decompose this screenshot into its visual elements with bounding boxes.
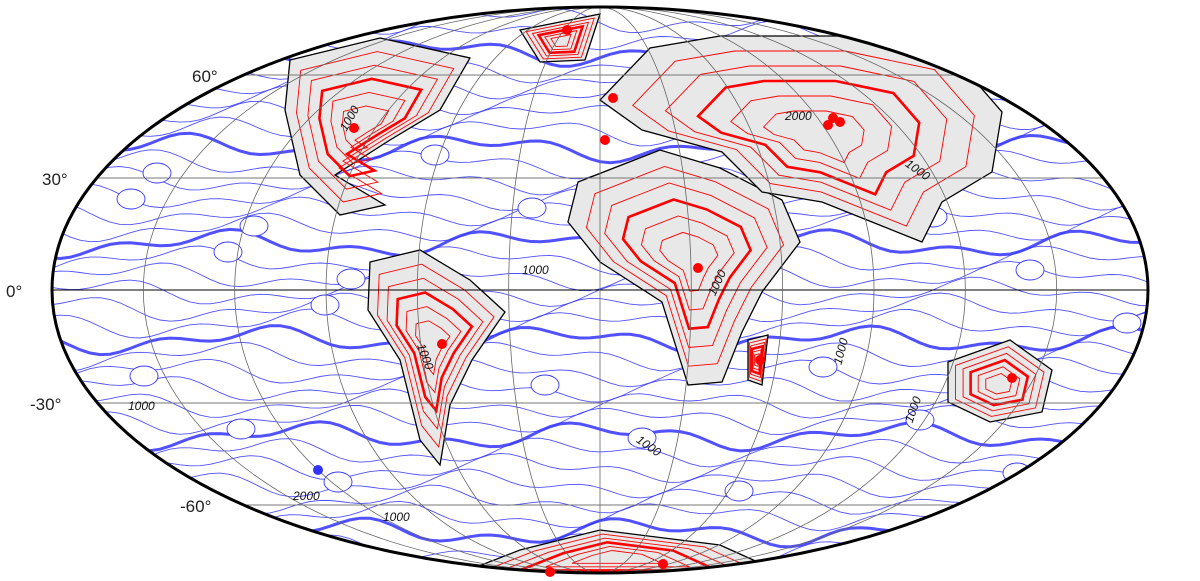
contour-label: 2000: [784, 109, 812, 123]
red-marker: [835, 117, 845, 127]
contour-label: 2000: [292, 489, 320, 503]
negative-contour-loop: [226, 418, 256, 440]
lat-label-neg60: -60°: [180, 497, 211, 516]
positive-contour: [969, 358, 1030, 407]
markers: [313, 25, 1017, 577]
positive-contour: [296, 51, 455, 203]
meridian-line: [142, 7, 1058, 573]
red-marker: [658, 559, 668, 569]
positive-contour: [550, 34, 572, 48]
meridian-line: [416, 7, 784, 573]
meridian-line: [508, 7, 692, 573]
negative-contour-loop: [213, 241, 243, 263]
red-marker: [1007, 373, 1017, 383]
lat-label-60: 60°: [192, 67, 218, 86]
negative-contour-loop: [420, 144, 450, 166]
red-marker: [755, 355, 765, 365]
positive-contour: [750, 344, 765, 376]
positive-contour: [466, 533, 773, 573]
positive-contour: [377, 263, 495, 448]
positive-contour: [318, 77, 424, 178]
positive-contour: [696, 79, 921, 196]
negative-contour-loop: [1099, 135, 1129, 157]
positive-contour: [955, 346, 1045, 417]
negative-contour-loop: [239, 215, 269, 237]
red-marker: [437, 339, 447, 349]
negative-contour-loop: [142, 162, 172, 184]
positive-contour: [752, 349, 762, 371]
positive-contour: [659, 231, 719, 292]
negative-contour-loop: [905, 409, 935, 431]
red-marker: [349, 123, 359, 133]
positive-contour: [604, 182, 768, 348]
land-masses: [284, 13, 1053, 573]
positive-contour: [386, 277, 484, 430]
negative-contour-loop: [323, 471, 353, 493]
positive-contour: [341, 105, 390, 151]
lat-label-neg30: -30°: [30, 395, 61, 414]
meridian-line: [325, 7, 875, 573]
positive-contour: [525, 17, 595, 60]
negative-contour-loop: [808, 356, 838, 378]
positive-contour: [748, 338, 767, 382]
lat-label-30: 30°: [42, 170, 68, 189]
positive-contour: [762, 110, 865, 164]
positive-contour: [640, 215, 735, 311]
red-marker: [693, 263, 703, 273]
continent: [367, 249, 506, 467]
map-border: [50, 5, 1150, 575]
positive-contour: [985, 372, 1013, 395]
positive-contour: [730, 95, 893, 179]
contour-label: 1000: [128, 399, 155, 413]
positive-contour: [753, 353, 760, 367]
lat-label-0: 0°: [6, 282, 22, 301]
negative-contour-loop: [52, 109, 75, 131]
negative-contour-loop: [310, 294, 340, 316]
red-marker: [600, 135, 610, 145]
positive-contour: [405, 306, 462, 394]
red-marker: [562, 25, 572, 35]
contour-label: 1000: [522, 263, 549, 277]
negative-contour-loop: [530, 374, 560, 396]
positive-contour: [330, 91, 406, 164]
negative-contour-loop: [336, 268, 366, 290]
red-marker: [545, 567, 555, 577]
meridian-line: [234, 7, 966, 573]
blue-marker: [313, 465, 323, 475]
contour-label: 1000: [383, 510, 410, 524]
positive-contour: [395, 291, 474, 414]
negative-contour-loop: [116, 188, 146, 210]
positive-contour: [664, 65, 948, 211]
negative-contour-loop: [129, 365, 159, 387]
positive-contour: [977, 366, 1021, 401]
red-marker: [823, 120, 833, 130]
negative-contour-loop: [1112, 312, 1142, 334]
negative-contour-loop: [517, 197, 547, 219]
continent: [599, 35, 1003, 243]
negative-contour-loop: [724, 480, 754, 502]
negative-contour-loop: [627, 427, 657, 449]
positive-contour: [585, 166, 785, 367]
positive-contour: [492, 537, 745, 573]
negative-contour-loop: [1015, 259, 1045, 281]
positive-contour: [962, 352, 1037, 412]
contour-label: 1000: [831, 336, 852, 366]
positive-contour: [621, 198, 753, 331]
red-marker: [608, 93, 618, 103]
positive-contour: [632, 50, 975, 227]
